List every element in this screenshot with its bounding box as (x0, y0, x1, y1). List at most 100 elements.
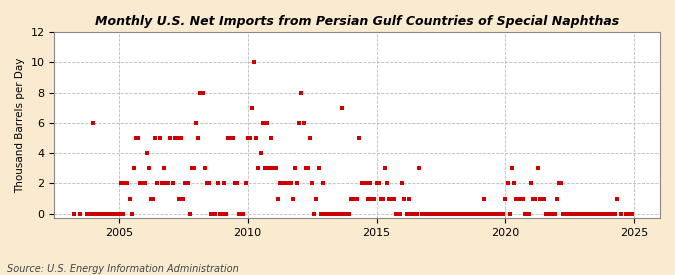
Point (475, 211, 485, 216)
Point (560, 211, 571, 216)
Point (457, 211, 468, 216)
Point (335, 211, 346, 216)
Point (421, 211, 431, 216)
Point (266, 136, 277, 140)
Point (165, 136, 176, 140)
Point (242, 136, 253, 140)
Point (313, 166, 324, 170)
Point (306, 181, 317, 186)
Point (182, 181, 193, 186)
Point (188, 166, 199, 170)
Point (197, 90, 208, 95)
Point (238, 211, 249, 216)
Point (626, 211, 637, 216)
Point (135, 181, 146, 186)
Point (259, 166, 270, 170)
Point (451, 211, 462, 216)
Point (369, 196, 380, 201)
Point (562, 211, 573, 216)
Point (113, 211, 124, 216)
Point (377, 196, 388, 201)
Point (210, 211, 221, 216)
Point (408, 211, 418, 216)
Point (571, 211, 582, 216)
Point (431, 211, 442, 216)
Point (333, 211, 344, 216)
Point (554, 181, 564, 186)
Point (508, 181, 519, 186)
Point (586, 211, 597, 216)
Point (558, 211, 569, 216)
Point (337, 106, 348, 110)
Point (605, 211, 616, 216)
Point (551, 196, 562, 201)
Point (159, 166, 169, 170)
Point (435, 211, 446, 216)
Point (517, 196, 528, 201)
Point (539, 196, 549, 201)
Point (528, 196, 539, 201)
Point (395, 211, 406, 216)
Point (384, 196, 395, 201)
Point (608, 211, 618, 216)
Point (584, 211, 595, 216)
Point (309, 211, 320, 216)
Point (139, 181, 150, 186)
Point (86, 211, 97, 216)
Point (176, 136, 186, 140)
Point (219, 181, 230, 186)
Point (530, 196, 541, 201)
Point (111, 211, 122, 216)
Point (495, 211, 506, 216)
Point (404, 196, 414, 201)
Point (524, 211, 535, 216)
Point (414, 166, 425, 170)
Point (511, 196, 522, 201)
Point (362, 196, 373, 201)
Point (493, 211, 504, 216)
Point (444, 211, 455, 216)
Point (375, 196, 386, 201)
Point (593, 211, 603, 216)
Point (479, 196, 489, 201)
Point (406, 211, 416, 216)
Point (401, 211, 412, 216)
Point (128, 166, 139, 170)
Point (215, 211, 225, 216)
Point (248, 60, 259, 64)
Point (622, 211, 633, 216)
Point (588, 211, 599, 216)
Point (577, 211, 588, 216)
Point (620, 211, 631, 216)
Point (437, 211, 448, 216)
Point (225, 136, 236, 140)
Point (526, 181, 537, 186)
Point (477, 211, 487, 216)
Point (154, 136, 165, 140)
Point (603, 211, 614, 216)
Point (253, 166, 264, 170)
Point (470, 211, 481, 216)
Point (328, 211, 339, 216)
Point (251, 136, 262, 140)
Point (133, 136, 144, 140)
Point (418, 211, 429, 216)
Point (117, 211, 128, 216)
Point (240, 181, 251, 186)
Point (481, 211, 491, 216)
Point (601, 211, 612, 216)
Point (97, 211, 107, 216)
Point (144, 166, 155, 170)
Point (302, 166, 313, 170)
Point (453, 211, 464, 216)
Point (573, 211, 584, 216)
Point (487, 211, 498, 216)
Point (152, 181, 163, 186)
Point (173, 196, 184, 201)
Point (343, 211, 354, 216)
Point (582, 211, 593, 216)
Point (88, 121, 99, 125)
Point (296, 90, 306, 95)
Point (184, 211, 195, 216)
Point (341, 211, 352, 216)
